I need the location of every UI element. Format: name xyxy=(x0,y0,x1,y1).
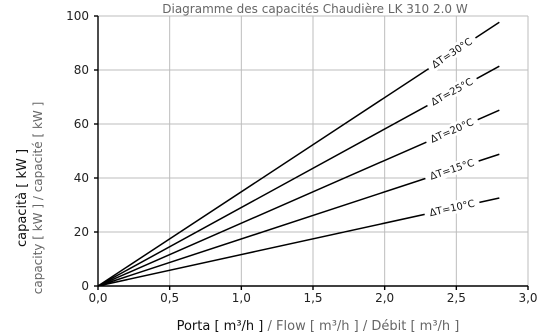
x-tick-label: 2,5 xyxy=(447,291,466,305)
y-tick-label: 0 xyxy=(81,279,89,293)
chart-title: Diagramme des capacités Chaudière LK 310… xyxy=(162,2,468,16)
series-label-mask xyxy=(424,32,479,74)
x-tick-label: 1,0 xyxy=(232,291,251,305)
series-label-mask xyxy=(423,113,481,148)
series-lines: ΔT=30°CΔT=25°CΔT=20°CΔT=15°CΔT=10°C xyxy=(97,21,500,287)
y-tick-label: 20 xyxy=(74,225,89,239)
x-axis-label: Porta [ m³/h ] / Flow [ m³/h ] / Débit [… xyxy=(177,319,460,334)
y-axis-sublabel: capacity [ kW ] / capacité [ kW ] xyxy=(31,102,45,295)
series-label: ΔT=30°C xyxy=(430,36,475,70)
x-tick-labels: 0,0 0,5 1,0 1,5 2,0 2,5 3,0 xyxy=(88,286,538,305)
series-label: ΔT=25°C xyxy=(429,77,475,109)
x-tick-label: 0,5 xyxy=(160,291,179,305)
series-label-mask xyxy=(423,195,481,221)
x-tick-label: 1,5 xyxy=(303,291,322,305)
y-tick-label: 40 xyxy=(74,171,89,185)
y-tick-labels: 0 20 40 60 80 100 xyxy=(66,9,98,293)
x-axis-label-main: Porta [ m³/h ] xyxy=(177,319,264,334)
x-tick-label: 2,0 xyxy=(375,291,394,305)
x-tick-label: 0,0 xyxy=(88,291,107,305)
series-label-mask xyxy=(423,154,481,185)
y-axis-label: capacità [ kW ] xyxy=(15,149,30,247)
series-label-mask xyxy=(424,72,480,111)
y-tick-label: 100 xyxy=(66,9,89,23)
y-tick-label: 80 xyxy=(74,63,89,77)
grid-lines xyxy=(98,15,529,286)
series-label: ΔT=15°C xyxy=(429,158,476,183)
x-axis-label-sub: / Flow [ m³/h ] / Débit [ m³/h ] xyxy=(263,319,459,334)
y-tick-label: 60 xyxy=(74,117,89,131)
x-tick-label: 3,0 xyxy=(518,291,537,305)
